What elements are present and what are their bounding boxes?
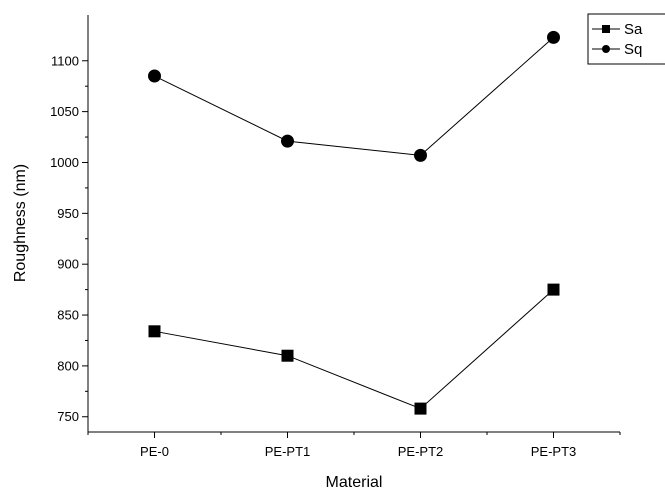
- x-ticks: PE-0 PE-PT1 PE-PT2 PE-PT3: [88, 432, 620, 459]
- x-tick-label: PE-PT2: [398, 444, 444, 459]
- axes: [88, 15, 620, 432]
- series-line-sa: [155, 290, 554, 409]
- y-axis-title: Roughness (nm): [12, 164, 29, 282]
- y-ticks: 750 800 850 900 950 1000 1050 1100: [50, 53, 88, 424]
- x-tick-label: PE-PT1: [265, 444, 311, 459]
- y-tick-label: 750: [57, 409, 79, 424]
- data-point-sa: [282, 350, 294, 362]
- data-point-sa: [548, 284, 560, 296]
- y-tick-label: 900: [57, 257, 79, 272]
- y-tick-label: 950: [57, 206, 79, 221]
- data-point-sq: [414, 149, 427, 162]
- data-point-sq: [148, 70, 161, 83]
- data-point-sq: [547, 31, 560, 44]
- x-tick-label: PE-0: [140, 444, 169, 459]
- y-tick-label: 1100: [51, 53, 79, 68]
- x-axis-title: Material: [326, 474, 383, 491]
- series-line-sq: [155, 37, 554, 155]
- y-tick-label: 850: [57, 308, 79, 323]
- series-layer: [148, 31, 560, 415]
- legend-marker-sq: [602, 45, 610, 53]
- legend-label-sq: Sq: [624, 41, 642, 58]
- data-point-sa: [415, 403, 427, 415]
- y-tick-label: 800: [57, 358, 79, 373]
- legend-marker-sa: [602, 25, 610, 33]
- data-point-sq: [281, 135, 294, 148]
- data-point-sa: [149, 325, 161, 337]
- legend-label-sa: Sa: [624, 21, 643, 38]
- y-tick-label: 1000: [50, 155, 79, 170]
- y-tick-label: 1050: [50, 104, 79, 119]
- legend: Sa Sq: [588, 14, 665, 64]
- x-tick-label: PE-PT3: [531, 444, 577, 459]
